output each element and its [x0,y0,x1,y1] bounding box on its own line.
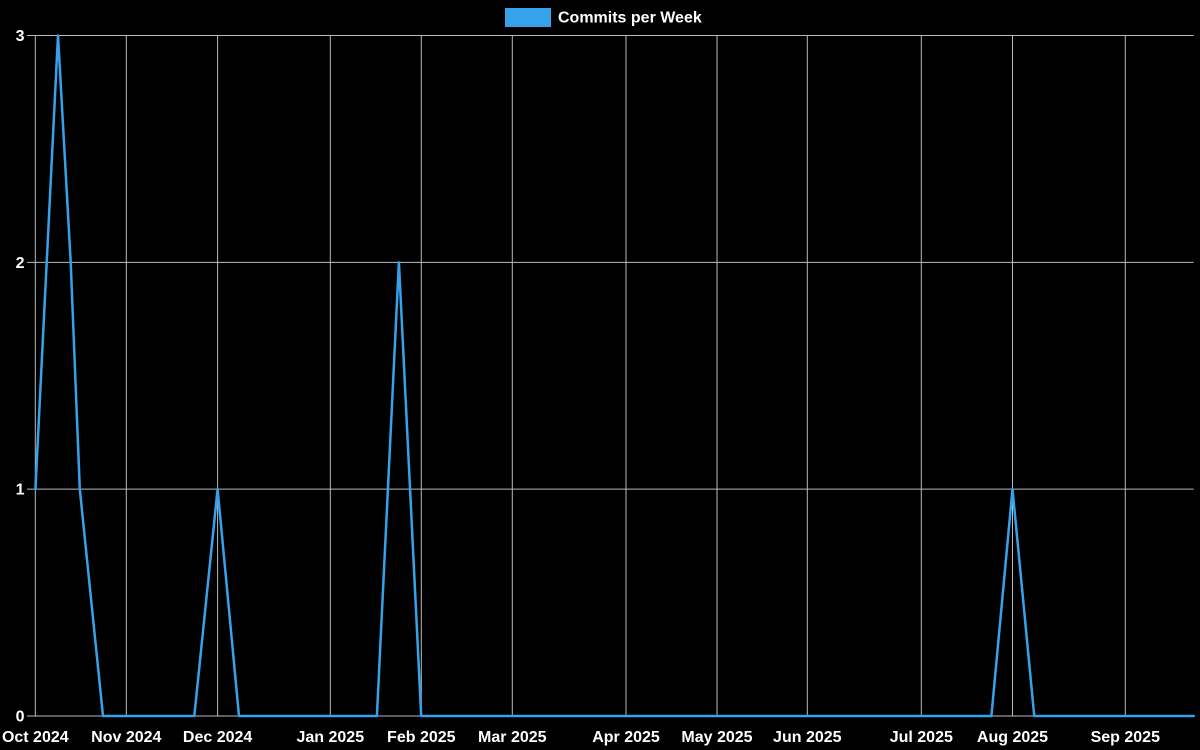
svg-text:3: 3 [16,28,25,45]
svg-text:Feb 2025: Feb 2025 [387,729,456,746]
svg-text:May 2025: May 2025 [681,729,752,746]
svg-text:Commits per Week: Commits per Week [558,10,702,27]
svg-text:Jul 2025: Jul 2025 [890,729,953,746]
svg-text:1: 1 [16,482,25,499]
svg-text:Dec 2024: Dec 2024 [183,729,252,746]
svg-text:Sep 2025: Sep 2025 [1091,729,1160,746]
svg-text:Jan 2025: Jan 2025 [296,729,364,746]
svg-text:Apr 2025: Apr 2025 [592,729,660,746]
svg-text:Mar 2025: Mar 2025 [478,729,547,746]
svg-text:Jun 2025: Jun 2025 [773,729,842,746]
svg-text:2: 2 [16,255,25,272]
svg-text:Aug 2025: Aug 2025 [977,729,1048,746]
svg-text:Oct 2024: Oct 2024 [2,729,69,746]
svg-text:0: 0 [16,709,25,726]
svg-text:Nov 2024: Nov 2024 [91,729,161,746]
